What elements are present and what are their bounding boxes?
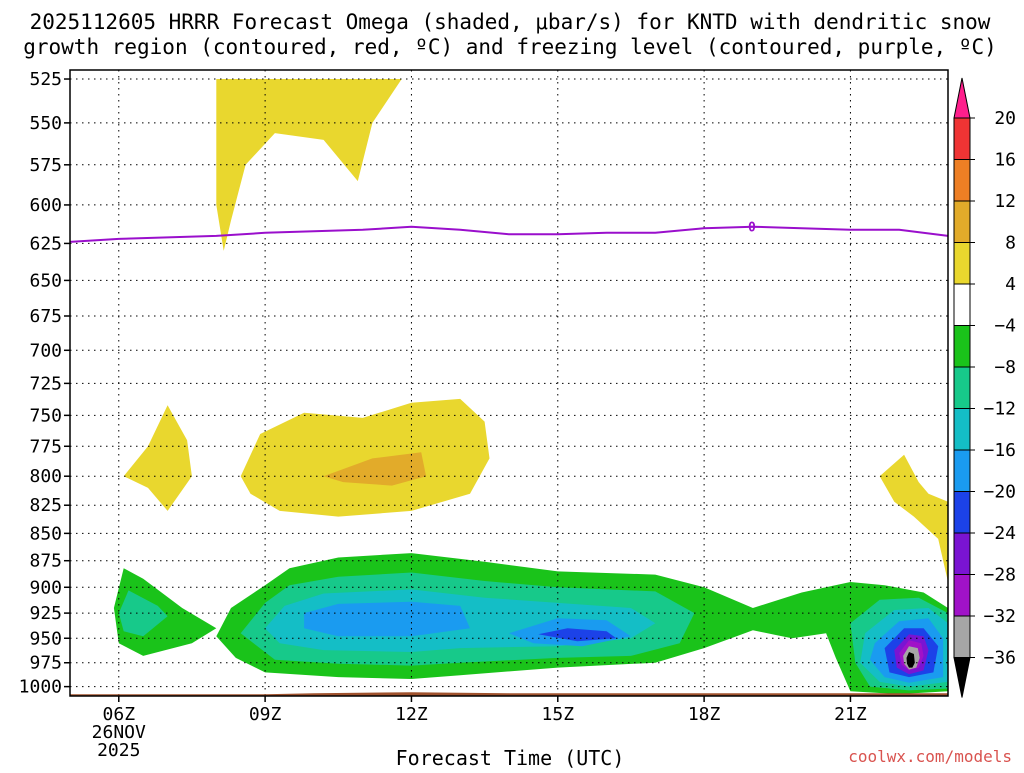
freezing-level-label: 0 xyxy=(748,221,756,236)
freezing-level-line xyxy=(69,225,949,243)
terrain-band xyxy=(70,692,948,696)
grid-lines xyxy=(70,70,948,696)
colorbar-label-4: 4 xyxy=(1005,274,1016,295)
colorbar-segment-11 xyxy=(953,532,971,575)
freezing-level-contour: 0 xyxy=(69,221,949,243)
colorbar: 20 16 12 8 4 −4 −8 −12 −16 −20 −24 −28 −32 −36 xyxy=(953,77,1016,698)
colorbar-label-9: −20 xyxy=(983,482,1016,503)
colorbar-label-12: −32 xyxy=(983,606,1016,627)
colorbar-label-6: −8 xyxy=(994,357,1016,378)
y-tick-label-925: 925 xyxy=(29,603,62,624)
colorbar-segment-1 xyxy=(953,117,971,160)
colorbar-label-13: −36 xyxy=(983,648,1016,669)
plot-area: 0 xyxy=(69,69,949,697)
x-tick-label-09Z: 09Z xyxy=(249,704,282,725)
y-tick-label-975: 975 xyxy=(29,653,62,674)
colorbar-label-10: −24 xyxy=(983,523,1016,544)
y-tick-label-1000: 1000 xyxy=(19,677,62,698)
y-tick-label-675: 675 xyxy=(29,306,62,327)
colorbar-segment-13 xyxy=(953,615,971,658)
y-tick-label-875: 875 xyxy=(29,551,62,572)
x-tick-label-18Z: 18Z xyxy=(688,704,721,725)
x-tick-sublabel-06Z-1: 2025 xyxy=(97,740,140,761)
omega-region-positive-8-center xyxy=(323,452,427,486)
colorbar-segment-12 xyxy=(953,574,971,617)
y-tick-label-650: 650 xyxy=(29,270,62,291)
terrain-fill xyxy=(70,692,948,696)
colorbar-segment-2 xyxy=(953,159,971,202)
omega-region-positive-4-center xyxy=(240,398,490,517)
x-tick-label-06Z: 06Z xyxy=(103,704,136,725)
y-tick-label-625: 625 xyxy=(29,233,62,254)
colorbar-segment-10 xyxy=(953,491,971,534)
x-axis-label: Forecast Time (UTC) xyxy=(396,746,625,768)
y-axis: 525 550 575 600 625 650 675 700 725 750 775 800 825 8… xyxy=(19,69,70,698)
colorbar-label-8: −16 xyxy=(983,440,1016,461)
colorbar-segment-7 xyxy=(953,366,971,409)
x-tick-label-15Z: 15Z xyxy=(542,704,575,725)
chart-title-line-2: growth region (contoured, red, ºC) and f… xyxy=(23,35,997,59)
colorbar-label-11: −28 xyxy=(983,565,1016,586)
y-tick-label-800: 800 xyxy=(29,466,62,487)
x-tick-sublabel-06Z-0: 26NOV xyxy=(92,722,146,743)
omega-region-positive-4-right xyxy=(879,454,948,582)
colorbar-segment-3 xyxy=(953,200,971,243)
y-tick-label-550: 550 xyxy=(29,113,62,134)
y-tick-label-900: 900 xyxy=(29,577,62,598)
colorbar-segment-4 xyxy=(953,242,971,285)
omega-region-negative-16-main xyxy=(304,601,470,637)
colorbar-segment-8 xyxy=(953,408,971,451)
credit-text: coolwx.com/models xyxy=(848,747,1012,766)
chart-title-line-1: 2025112605 HRRR Forecast Omega (shaded, … xyxy=(30,10,991,34)
colorbar-label-3: 8 xyxy=(1005,233,1016,254)
colorbar-bottom-arrow xyxy=(953,657,971,698)
colorbar-label-7: −12 xyxy=(983,399,1016,420)
y-tick-label-600: 600 xyxy=(29,195,62,216)
omega-shaded-regions xyxy=(113,79,949,695)
y-tick-label-725: 725 xyxy=(29,373,62,394)
y-tick-label-950: 950 xyxy=(29,628,62,649)
colorbar-label-2: 12 xyxy=(994,191,1016,212)
colorbar-label-5: −4 xyxy=(994,316,1016,337)
colorbar-segment-5 xyxy=(953,283,971,326)
colorbar-segment-6 xyxy=(953,325,971,368)
omega-region-negative-36-right xyxy=(906,652,915,668)
y-tick-label-850: 850 xyxy=(29,523,62,544)
y-tick-label-825: 825 xyxy=(29,495,62,516)
y-tick-label-750: 750 xyxy=(29,405,62,426)
y-tick-label-775: 775 xyxy=(29,436,62,457)
y-tick-label-525: 525 xyxy=(29,69,62,90)
x-tick-label-12Z: 12Z xyxy=(395,704,428,725)
colorbar-top-arrow xyxy=(953,77,971,119)
x-tick-label-21Z: 21Z xyxy=(834,704,867,725)
omega-region-positive-4-left xyxy=(123,405,192,511)
y-tick-label-575: 575 xyxy=(29,155,62,176)
y-tick-label-700: 700 xyxy=(29,340,62,361)
omega-region-negative-20-mid xyxy=(538,628,617,642)
colorbar-label-1: 16 xyxy=(994,150,1016,171)
omega-region-positive-4-upper xyxy=(216,79,402,251)
colorbar-label-0: 20 xyxy=(994,108,1016,129)
colorbar-segment-9 xyxy=(953,449,971,492)
